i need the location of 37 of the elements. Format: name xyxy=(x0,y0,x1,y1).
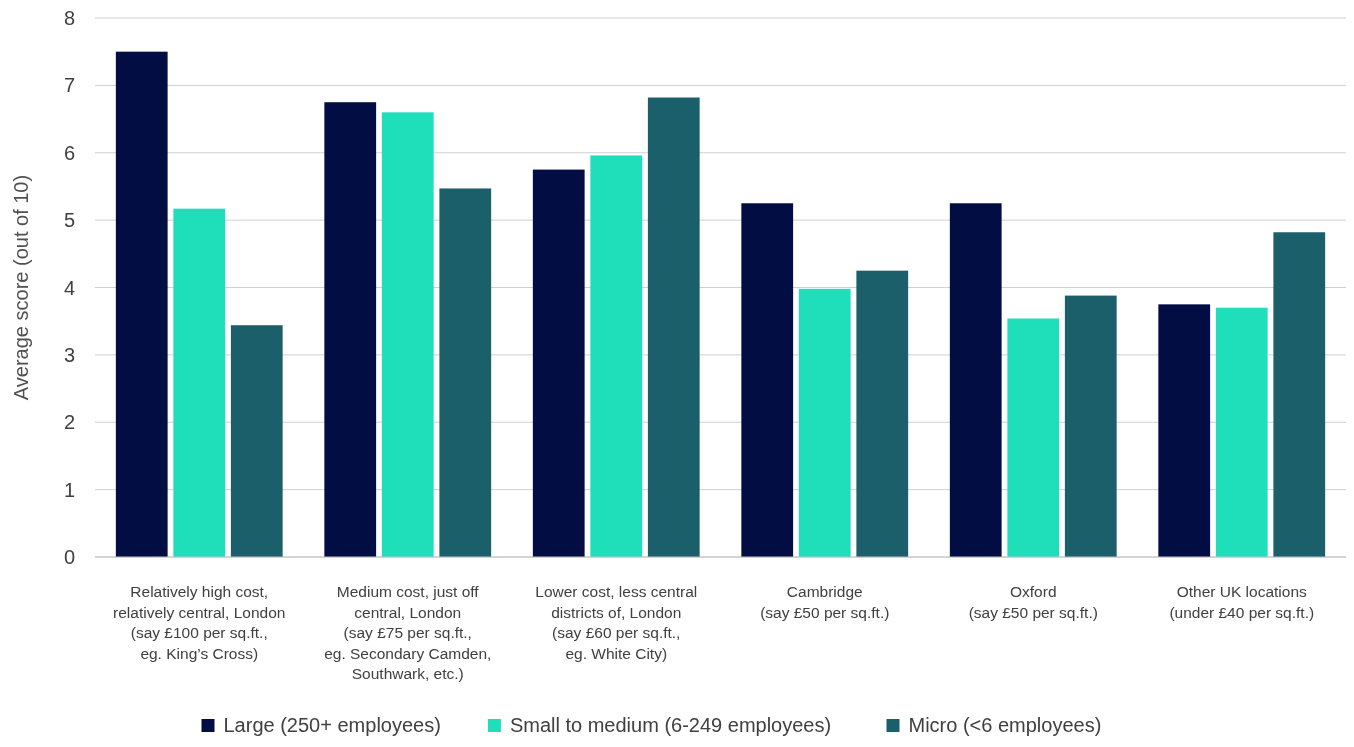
x-tick-label: Medium cost, just off central, London (say £75 per sq.ft., eg. Secondary Camden, Southwark, etc.) xyxy=(324,583,492,682)
legend-label: Large (250+ employees) xyxy=(223,714,441,736)
y-tick-label: 3 xyxy=(63,343,75,366)
bar xyxy=(741,203,794,557)
x-tick-label: Lower cost, less central districts of, London (say £60 per sq.ft., eg. White City) xyxy=(535,583,698,662)
legend-label: Micro (<6 employees) xyxy=(908,714,1102,736)
bar xyxy=(115,51,168,557)
bar xyxy=(230,325,283,557)
y-tick-label: 2 xyxy=(63,411,75,434)
bar xyxy=(798,288,851,557)
bar xyxy=(173,208,226,557)
y-tick-label: 1 xyxy=(63,478,75,501)
bar xyxy=(381,112,434,557)
bar xyxy=(590,155,643,557)
bar xyxy=(1064,295,1117,557)
y-axis-title: Average score (out of 10) xyxy=(10,174,32,401)
x-tick-label: Cambridge (say £50 per sq.ft.) xyxy=(760,583,890,621)
legend-label: Small to medium (6-249 employees) xyxy=(509,714,832,736)
x-tick-label: Relatively high cost, relatively central, London (say £100 per sq.ft., eg. King’s Cross) xyxy=(113,583,286,662)
y-tick-label: 5 xyxy=(63,209,75,232)
bar xyxy=(949,203,1002,557)
y-tick-label: 4 xyxy=(63,276,75,299)
bar xyxy=(647,97,700,557)
bar xyxy=(324,102,377,557)
bar xyxy=(532,169,585,557)
y-tick-label: 7 xyxy=(63,74,75,97)
bar xyxy=(1158,304,1211,557)
y-tick-label: 8 xyxy=(63,7,75,29)
bar xyxy=(856,270,909,557)
bar xyxy=(1273,232,1326,557)
x-tick-label: Other UK locations (under £40 per sq.ft.) xyxy=(1169,583,1315,621)
bar xyxy=(1215,307,1268,557)
y-tick-label: 0 xyxy=(63,546,75,568)
bar xyxy=(1007,318,1060,557)
bar xyxy=(439,188,492,557)
x-tick-label: Oxford (say £50 per sq.ft.) xyxy=(968,583,1098,621)
y-tick-label: 6 xyxy=(63,141,75,164)
